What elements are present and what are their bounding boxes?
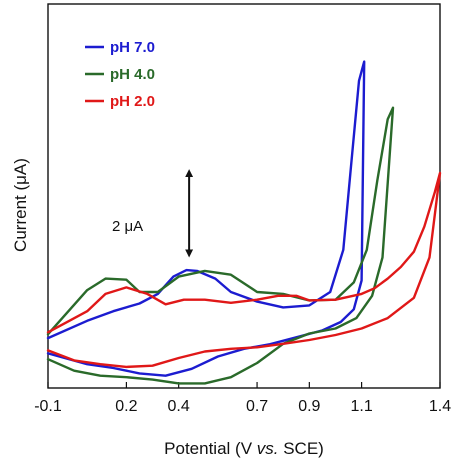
x-axis-title-vs: vs.: [257, 439, 279, 458]
legend-label-ph4: pH 4.0: [110, 66, 155, 83]
x-tick-label: -0.1: [34, 398, 62, 415]
x-axis-title: Potential (V vs. SCE): [164, 439, 324, 458]
series-line-ph4: [46, 106, 395, 385]
scale-label: 2 μA: [112, 218, 143, 235]
x-tick-label: 0.4: [168, 398, 190, 415]
legend-label-ph2: pH 2.0: [110, 93, 155, 110]
legend-label-ph7: pH 7.0: [110, 39, 155, 56]
x-axis-ticks: -0.1 0.2 0.4 0.7 0.9 1.1 1.4: [34, 382, 451, 415]
x-axis-title-part1: Potential (V: [164, 439, 257, 458]
x-tick-label: 0.2: [115, 398, 137, 415]
plot-frame: [47, 3, 441, 389]
y-axis-title: Current (μA): [11, 158, 30, 252]
legend: pH 7.0 pH 4.0 pH 2.0: [85, 39, 155, 110]
x-tick-label: 0.9: [298, 398, 320, 415]
x-axis-title-part3: SCE): [279, 439, 324, 458]
series-line-ph2: [46, 171, 442, 369]
x-tick-label: 1.1: [350, 398, 372, 415]
x-tick-label: 1.4: [429, 398, 451, 415]
x-tick-label: 0.7: [246, 398, 268, 415]
series-line-ph7: [46, 60, 366, 377]
series-layer: [46, 60, 442, 385]
scale-annotation: 2 μA: [112, 169, 194, 258]
